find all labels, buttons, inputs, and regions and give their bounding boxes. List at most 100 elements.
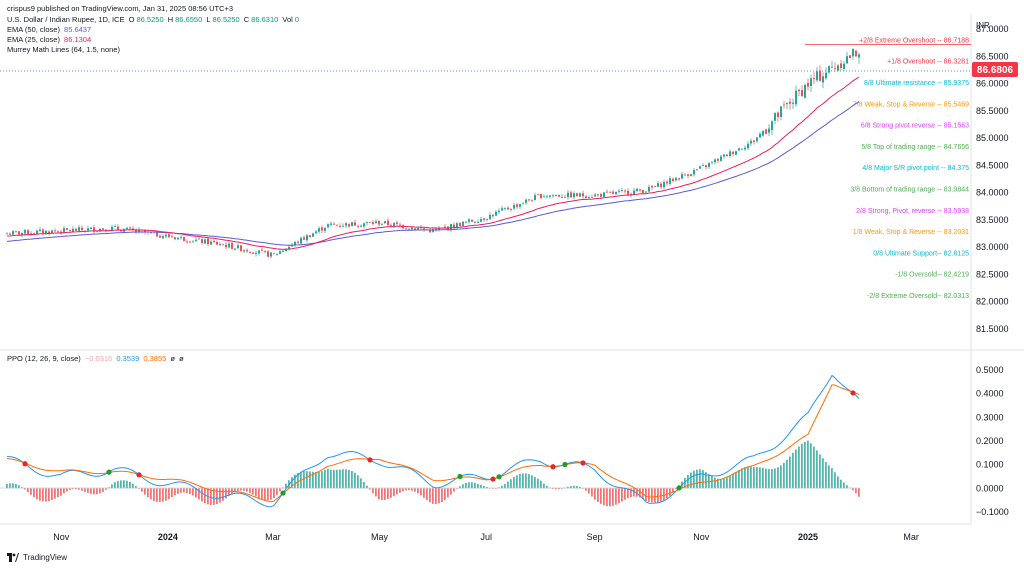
candle-body <box>453 224 455 228</box>
candle-body <box>198 238 200 240</box>
candle-body <box>546 196 548 198</box>
candle-body <box>600 194 602 197</box>
candle-body <box>675 178 677 181</box>
candle-body <box>681 174 683 179</box>
candle-body <box>210 241 212 245</box>
candle-body <box>564 196 566 198</box>
ema50-legend[interactable]: EMA (50, close) 85.6437 <box>7 25 93 35</box>
symbol-title: U.S. Dollar / Indian Rupee, 1D, ICE <box>7 15 125 24</box>
candle-body <box>741 148 743 150</box>
candle-body <box>135 230 137 232</box>
candle-body <box>597 194 599 196</box>
candle-body <box>114 225 116 227</box>
candle-body <box>645 191 647 193</box>
ppo-histogram-bar <box>576 485 578 489</box>
ppo-tick-label: 0.0000 <box>976 483 1004 493</box>
ema25-legend[interactable]: EMA (25, close) 86.1304 <box>7 35 93 45</box>
tradingview-brand[interactable]: TradingView <box>7 553 67 562</box>
ppo-cross-marker <box>490 476 496 482</box>
ppo-histogram-bar <box>816 450 818 489</box>
candle-body <box>726 154 728 157</box>
candle-body <box>393 223 395 226</box>
ppo-histogram-bar <box>828 465 830 489</box>
time-tick-label: Mar <box>265 532 281 542</box>
ppo-histogram-bar <box>39 488 41 501</box>
ppo-histogram-bar <box>42 488 44 502</box>
candle-body <box>78 227 80 231</box>
ppo-histogram-bar <box>594 488 596 500</box>
ppo-cross-marker <box>280 490 286 496</box>
ppo-histogram-bar <box>834 472 836 489</box>
candle-body <box>468 219 470 222</box>
ppo-histogram-bar <box>531 475 533 489</box>
murrey-line-label: 0/8 Ultimate Support-- 82.8125 <box>873 250 969 257</box>
candle-body <box>378 221 380 225</box>
ppo-histogram-bar <box>525 473 527 489</box>
ppo-histogram-bar <box>537 478 539 489</box>
ppo-histogram-bar <box>693 470 695 489</box>
ppo-legend[interactable]: PPO (12, 26, 9, close) −0.0316 0.3539 0.… <box>7 354 186 364</box>
ppo-histogram-bar <box>456 488 458 489</box>
ppo-histogram-bar <box>309 471 311 489</box>
candle-body <box>132 228 134 231</box>
ppo-histogram-bar <box>264 488 266 501</box>
ppo-histogram-bar <box>225 488 227 499</box>
candle-body <box>102 228 104 230</box>
ppo-histogram-bar <box>732 474 734 489</box>
ppo-histogram-bar <box>222 488 224 501</box>
ppo-histogram-bar <box>609 488 611 507</box>
ppo-histogram-bar <box>249 488 251 493</box>
ppo-histogram-bar <box>771 469 773 489</box>
candle-body <box>420 227 422 229</box>
ppo-histogram-bar <box>78 488 80 490</box>
candle-body <box>573 193 575 198</box>
candle-body <box>642 189 644 193</box>
ppo-histogram-bar <box>756 467 758 489</box>
ppo-cross-marker <box>496 474 502 480</box>
ppo-histogram-bar <box>408 488 410 491</box>
ppo-histogram-bar <box>651 488 653 503</box>
ppo-cross-marker <box>562 461 568 468</box>
ppo-histogram-bar <box>426 488 428 501</box>
ppo-histogram-bar <box>294 474 296 489</box>
close-value: 86.6310 <box>251 15 279 24</box>
candle-body <box>690 174 692 177</box>
price-tick-label: 84.0000 <box>976 188 1009 198</box>
candle-body <box>387 220 389 225</box>
ppo-histogram-bar <box>48 488 50 502</box>
candle-body <box>585 196 587 199</box>
ppo-value: 0.3539 <box>116 354 140 363</box>
ppo-histogram-bar <box>714 477 716 489</box>
ppo-tick-label: 0.4000 <box>976 389 1004 399</box>
ppo-histogram-bar <box>810 443 812 489</box>
candle-body <box>507 207 509 210</box>
ppo-histogram-bar <box>201 488 203 502</box>
candle-body <box>492 214 494 217</box>
candle-body <box>162 236 164 239</box>
ppo-histogram-bar <box>561 488 563 489</box>
murrey-line-label: -2/8 Extreme Oversold-- 82.0313 <box>867 293 969 300</box>
murrey-legend[interactable]: Murrey Math Lines (64, 1.5, none) <box>7 45 122 55</box>
ppo-histogram-bar <box>759 467 761 489</box>
ppo-histogram-bar <box>489 488 491 489</box>
candle-body <box>543 196 545 198</box>
ppo-histogram-bar <box>69 488 71 490</box>
ppo-histogram-bar <box>33 488 35 498</box>
candle-body <box>567 192 569 198</box>
candle-body <box>624 190 626 192</box>
ppo-histogram-bar <box>627 488 629 499</box>
candle-body <box>810 78 812 86</box>
symbol-legend[interactable]: U.S. Dollar / Indian Rupee, 1D, ICE O 86.… <box>7 15 301 25</box>
ppo-histogram-bar <box>138 488 140 489</box>
ppo-legend-sym1: ø <box>170 354 175 363</box>
candle-body <box>75 228 77 231</box>
candle-body <box>789 101 791 104</box>
ppo-histogram-bar <box>378 488 380 500</box>
candle-body <box>756 137 758 142</box>
candle-body <box>339 225 341 227</box>
candle-body <box>639 189 641 191</box>
ppo-histogram-bar <box>762 468 764 489</box>
ppo-histogram-bar <box>660 488 662 502</box>
candle-body <box>570 192 572 198</box>
